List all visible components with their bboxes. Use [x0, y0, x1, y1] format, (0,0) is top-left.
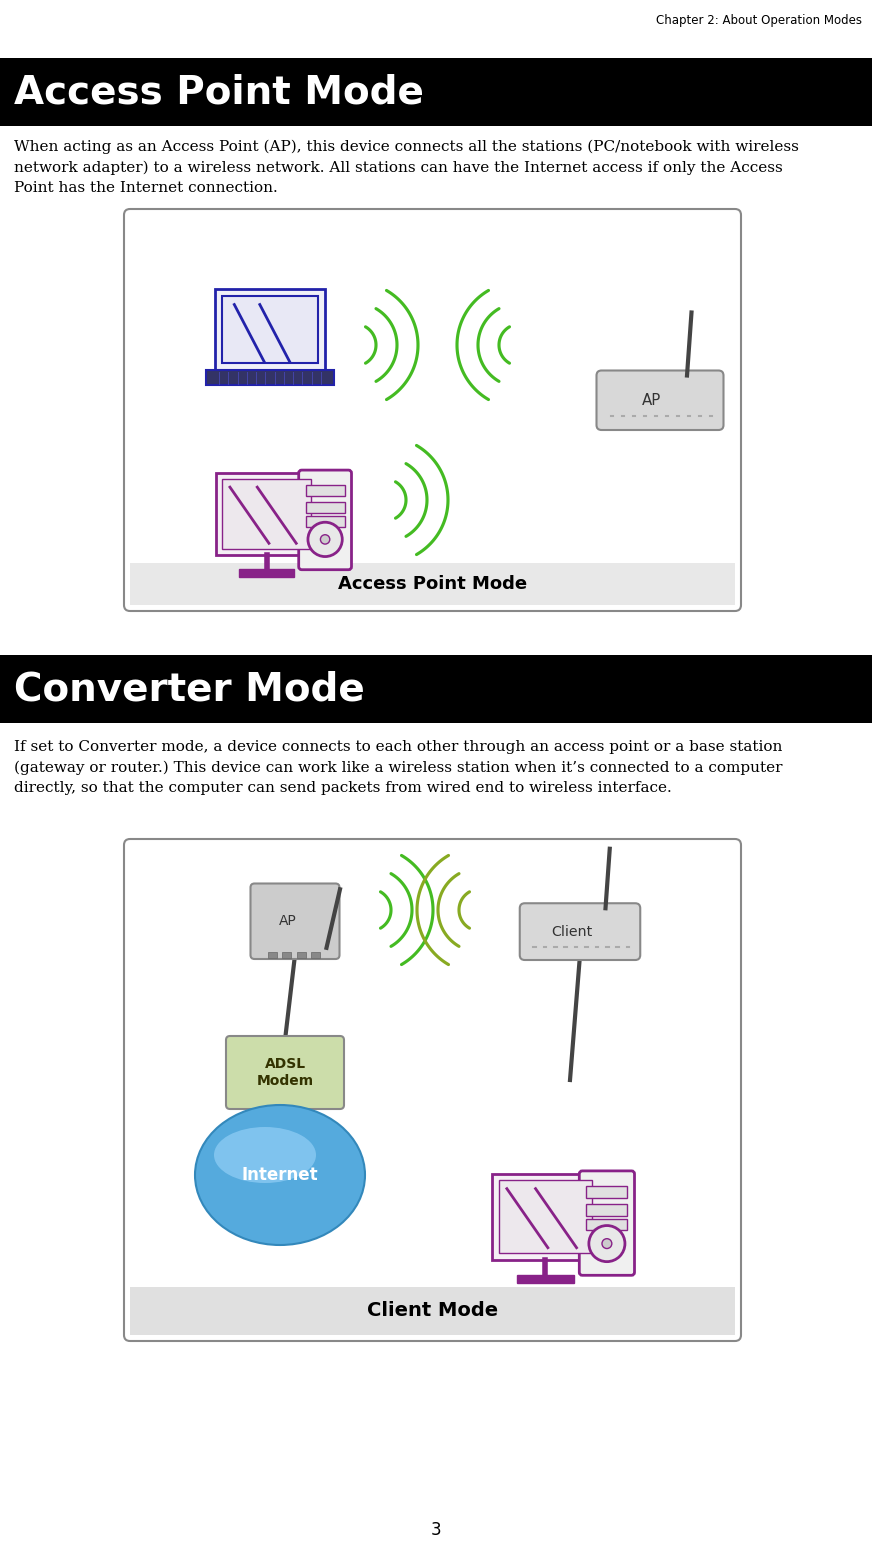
Bar [305, 503, 344, 513]
Text: 3: 3 [431, 1522, 441, 1539]
Bar [305, 485, 344, 496]
Circle shape [602, 1239, 612, 1248]
Bar [130, 1287, 735, 1335]
Ellipse shape [214, 1127, 316, 1183]
Text: When acting as an Access Point (AP), this device connects all the stations (PC/n: When acting as an Access Point (AP), thi… [14, 140, 799, 194]
FancyBboxPatch shape [299, 470, 351, 569]
Text: Access Point Mode: Access Point Mode [14, 73, 424, 110]
Bar [311, 952, 320, 957]
Bar [492, 1173, 599, 1260]
Bar [221, 296, 318, 363]
Text: AP: AP [279, 915, 296, 929]
Text: Client: Client [551, 924, 592, 938]
Text: ADSL
Modem: ADSL Modem [256, 1057, 314, 1088]
Bar [0, 58, 872, 126]
Bar [499, 1181, 592, 1254]
Bar [517, 1274, 574, 1284]
Bar [216, 473, 317, 555]
FancyBboxPatch shape [124, 839, 741, 1341]
Bar [305, 517, 344, 527]
Bar [222, 479, 311, 549]
Bar [215, 289, 325, 370]
Bar [0, 655, 872, 724]
Text: Client Mode: Client Mode [367, 1301, 498, 1321]
Bar [586, 1204, 627, 1215]
Circle shape [308, 523, 343, 557]
Text: Internet: Internet [242, 1165, 318, 1184]
Text: Access Point Mode: Access Point Mode [338, 576, 527, 593]
Bar [130, 563, 735, 605]
Bar [296, 952, 306, 957]
Text: Converter Mode: Converter Mode [14, 671, 364, 708]
Text: AP: AP [642, 392, 661, 408]
FancyBboxPatch shape [226, 1036, 344, 1109]
FancyBboxPatch shape [520, 902, 640, 960]
Text: Chapter 2: About Operation Modes: Chapter 2: About Operation Modes [656, 14, 862, 26]
FancyBboxPatch shape [124, 209, 741, 612]
Bar [268, 952, 277, 957]
Bar [586, 1186, 627, 1198]
Bar [586, 1218, 627, 1231]
FancyBboxPatch shape [250, 884, 339, 958]
Text: If set to Converter mode, a device connects to each other through an access poin: If set to Converter mode, a device conne… [14, 741, 782, 795]
Bar [239, 569, 294, 577]
Bar [207, 370, 334, 386]
Circle shape [589, 1226, 625, 1262]
FancyBboxPatch shape [596, 370, 724, 429]
FancyBboxPatch shape [579, 1172, 635, 1276]
Circle shape [320, 535, 330, 545]
Ellipse shape [195, 1105, 365, 1245]
Bar [283, 952, 291, 957]
